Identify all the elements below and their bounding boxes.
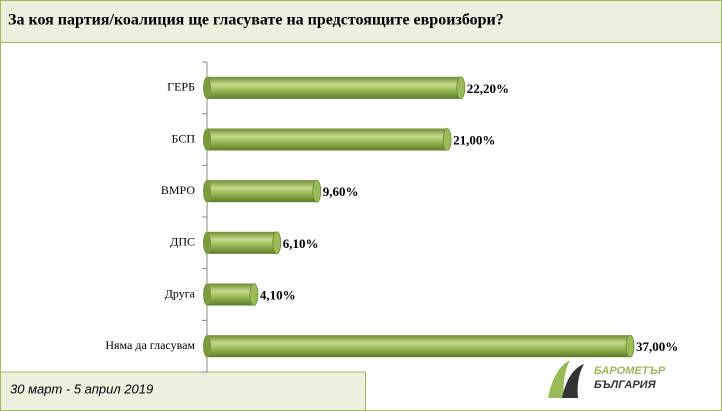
bar-part bbox=[272, 231, 282, 255]
bar-part bbox=[207, 231, 277, 254]
logo-icon bbox=[562, 364, 584, 398]
bar-part bbox=[203, 180, 211, 203]
y-tick-label: ДПС bbox=[170, 235, 195, 249]
bar bbox=[203, 76, 466, 100]
data-label: 4,10% bbox=[260, 287, 296, 302]
logo-text: БАРОМЕТЪР bbox=[594, 365, 666, 377]
y-tick-label: ГЕРБ bbox=[167, 80, 195, 94]
bar-part bbox=[203, 283, 211, 306]
data-label: 37,00% bbox=[636, 339, 678, 354]
logo-icon bbox=[548, 360, 570, 398]
data-label: 22,20% bbox=[467, 81, 509, 96]
bar-part bbox=[249, 283, 259, 306]
bar-part bbox=[203, 335, 211, 358]
bar-part bbox=[207, 76, 461, 99]
bar-part bbox=[625, 334, 635, 358]
logo-text: БЪЛГАРИЯ bbox=[594, 379, 657, 391]
y-tick-label: Няма да гласувам bbox=[105, 338, 195, 352]
bar-part bbox=[207, 335, 630, 358]
bar-part bbox=[207, 128, 448, 151]
footer-band bbox=[0, 371, 366, 411]
footnote: 30 март - 5 април 2019 bbox=[10, 381, 153, 396]
y-tick-label: ВМРО bbox=[161, 183, 195, 197]
bar bbox=[203, 334, 635, 358]
bar bbox=[203, 128, 452, 151]
data-label: 21,00% bbox=[453, 132, 495, 147]
bar-part bbox=[203, 76, 211, 99]
data-label: 6,10% bbox=[283, 236, 319, 251]
bar-part bbox=[207, 180, 317, 203]
y-tick-label: Друга bbox=[165, 286, 196, 300]
bar-part bbox=[456, 76, 466, 100]
bar-part bbox=[207, 283, 254, 306]
y-tick-label: БСП bbox=[172, 131, 196, 145]
bar-part bbox=[442, 128, 452, 151]
data-label: 9,60% bbox=[323, 184, 359, 199]
logo: БАРОМЕТЪР БЪЛГАРИЯ bbox=[548, 360, 666, 398]
bar bbox=[203, 283, 259, 306]
bar-part bbox=[203, 231, 211, 254]
bar-part bbox=[203, 128, 211, 151]
chart-title: За коя партия/коалиция ще гласувате на п… bbox=[8, 12, 504, 29]
title-band bbox=[0, 0, 722, 43]
bar bbox=[203, 179, 322, 203]
bar bbox=[203, 231, 282, 255]
bar-part bbox=[312, 179, 322, 203]
